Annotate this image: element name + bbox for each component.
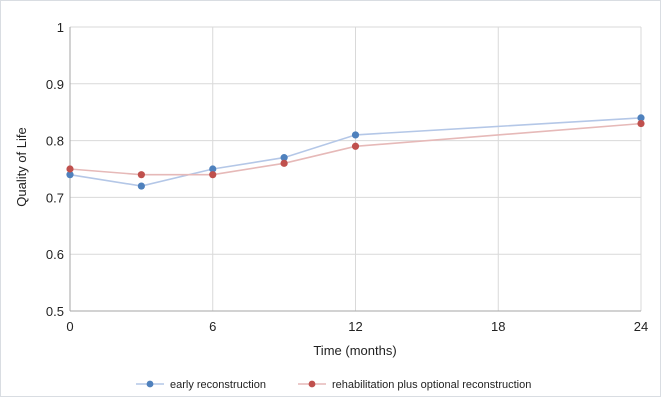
- series-point-0: [66, 171, 74, 179]
- series-point-1: [137, 171, 145, 179]
- gridlines: [70, 26, 642, 311]
- series-lines: [66, 114, 645, 190]
- y-axis-title: Quality of Life: [14, 127, 29, 207]
- series-point-1: [209, 171, 217, 179]
- y-tick-label: 0.8: [46, 134, 64, 149]
- legend: early reconstruction rehabilitation plus …: [136, 379, 531, 391]
- series-point-1: [280, 159, 288, 167]
- series-line-0: [69, 117, 642, 187]
- x-tick-label: 12: [348, 319, 362, 334]
- series-line-1: [69, 122, 642, 176]
- series-point-1: [66, 165, 74, 173]
- y-tick-label: 0.5: [46, 304, 64, 319]
- legend-label: early reconstruction: [170, 379, 266, 391]
- series-point-0: [280, 154, 288, 162]
- series-point-0: [137, 182, 145, 190]
- x-tick-label: 18: [491, 319, 505, 334]
- x-tick-label: 6: [209, 319, 216, 334]
- series-point-0: [351, 131, 360, 139]
- tick-labels: 0.5 0.6 0.7 0.8 0.9 1 0 6 12 18 24: [46, 20, 648, 334]
- y-tick-label: 0.7: [46, 190, 64, 205]
- y-tick-label: 1: [57, 20, 64, 35]
- legend-swatch-marker: [308, 380, 316, 388]
- y-tick-label: 0.9: [46, 77, 64, 92]
- x-tick-label: 0: [66, 319, 73, 334]
- series-point-1: [637, 119, 645, 128]
- legend-swatch-marker: [146, 380, 154, 388]
- x-tick-label: 24: [634, 319, 648, 334]
- y-tick-label: 0.6: [46, 247, 64, 262]
- x-axis-title: Time (months): [313, 343, 396, 358]
- series-point-0: [637, 114, 645, 122]
- legend-label: rehabilitation plus optional reconstruct…: [332, 379, 531, 391]
- series-point-1: [351, 142, 360, 150]
- series-point-0: [209, 165, 217, 173]
